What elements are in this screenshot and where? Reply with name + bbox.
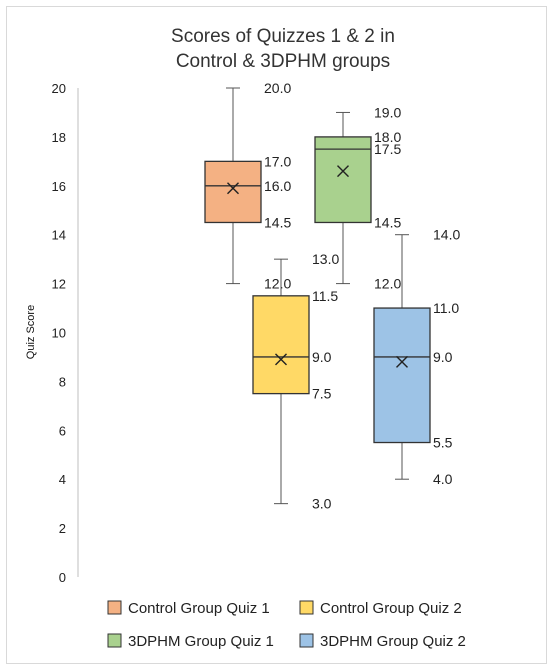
y-tick-label: 8 [59,374,66,389]
data-label-min: 4.0 [433,471,453,487]
chart-title-line-2: Control & 3DPHM groups [176,51,390,72]
data-label-q3: 17.0 [264,153,291,169]
legend-swatch [299,633,314,648]
data-label-q1: 7.5 [312,386,332,402]
y-tick-label: 10 [52,326,66,341]
box-4: 14.0 11.0 9.0 5.5 4.0 [373,227,460,487]
legend-swatch [107,600,122,615]
mean-marker [227,182,239,195]
data-label-median: 9.0 [433,349,453,365]
legend-swatch [299,600,314,615]
iqr-box [314,136,372,224]
y-tick-label: 16 [52,179,66,194]
legend-label: Control Group Quiz 1 [128,600,270,617]
data-label-max: 20.0 [264,80,291,96]
y-tick-label: 20 [52,81,66,96]
legend-item: 3DPHM Group Quiz 1 [107,633,274,650]
legend-label: 3DPHM Group Quiz 2 [320,633,466,650]
data-label-median: 9.0 [312,349,332,365]
mean-marker [337,165,349,178]
y-tick-label: 12 [52,277,66,292]
y-axis-title: Quiz Score [25,305,37,359]
iqr-box [204,160,262,224]
box-2: 13.0 11.5 9.0 7.5 3.0 [252,251,339,512]
data-label-q3: 11.5 [312,288,338,304]
mean-marker [396,355,408,368]
legend-label: 3DPHM Group Quiz 1 [128,633,274,650]
data-label-max: 14.0 [433,227,460,243]
y-tick-label: 18 [52,130,66,145]
data-label-min: 12.0 [264,276,291,292]
data-label-median: 17.5 [374,141,401,157]
legend-label: Control Group Quiz 2 [320,600,462,617]
iqr-box [373,307,431,444]
y-tick-labels: 0 2 4 6 8 10 12 14 16 18 20 [52,81,66,585]
data-label-max: 13.0 [312,251,339,267]
y-tick-label: 14 [52,228,66,243]
data-label-max: 19.0 [374,104,401,120]
legend-item: Control Group Quiz 1 [107,600,270,617]
legend: Control Group Quiz 1 Control Group Quiz 2… [107,600,466,650]
data-label-min: 3.0 [312,496,332,512]
legend-item: Control Group Quiz 2 [299,600,462,617]
data-label-min: 12.0 [374,276,401,292]
box-1: 20.0 17.0 16.0 14.5 12.0 [204,80,291,292]
legend-swatch [107,633,122,648]
chart-title-line-1: Scores of Quizzes 1 & 2 in [171,26,395,47]
data-label-median: 16.0 [264,178,291,194]
data-label-q1: 5.5 [433,435,453,451]
iqr-box [252,295,310,395]
y-tick-label: 4 [59,472,66,487]
y-tick-label: 6 [59,423,66,438]
y-tick-label: 2 [59,521,66,536]
data-label-q1: 14.5 [264,214,291,230]
data-label-q1: 14.5 [374,214,401,230]
mean-marker [275,353,287,366]
data-label-q3: 11.0 [433,300,459,316]
data-label-q3: 18.0 [374,129,401,145]
box-3: 19.0 18.017.5 14.5 12.0 [314,104,401,292]
y-tick-label: 0 [59,570,66,585]
legend-item: 3DPHM Group Quiz 2 [299,633,466,650]
boxplot-series: 20.0 17.0 16.0 14.5 12.0 13.0 11.5 9.0 7.5 3.0 19.… [204,80,460,512]
